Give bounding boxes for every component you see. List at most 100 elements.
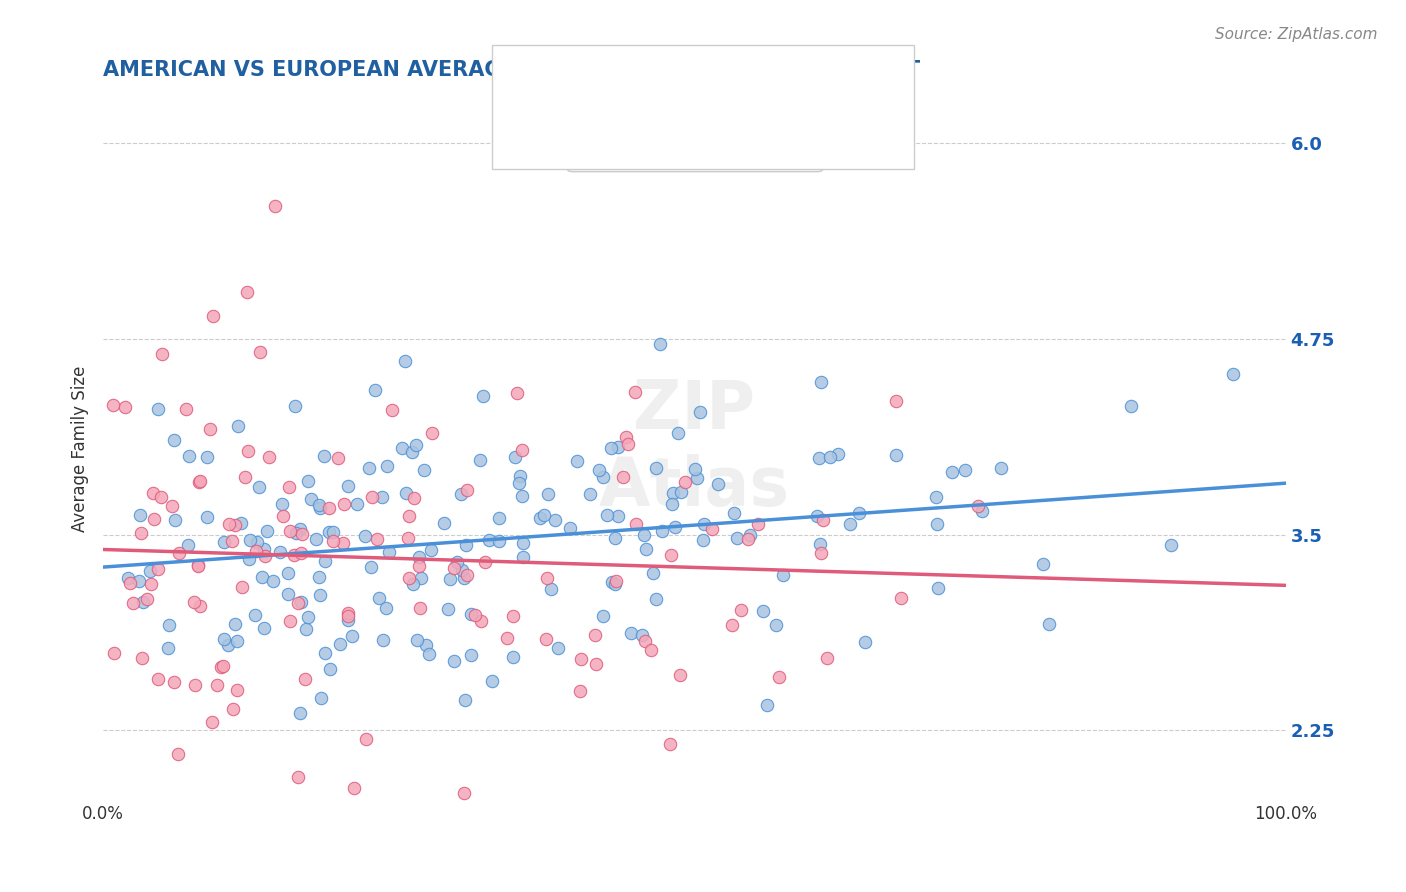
Europeans	[183, 678, 205, 692]
Europeans	[583, 628, 606, 642]
Americans	[413, 462, 436, 476]
Americans	[1160, 538, 1182, 552]
Americans	[606, 509, 628, 524]
Americans	[454, 693, 477, 707]
Americans	[319, 662, 342, 676]
Europeans	[453, 786, 475, 800]
Europeans	[136, 591, 159, 606]
Europeans	[271, 509, 294, 524]
Europeans	[737, 532, 759, 546]
Europeans	[167, 545, 190, 559]
Europeans	[236, 444, 259, 458]
Europeans	[101, 398, 124, 412]
Europeans	[398, 508, 420, 523]
Europeans	[768, 670, 790, 684]
Americans	[810, 375, 832, 389]
Americans	[884, 448, 907, 462]
Americans	[308, 588, 330, 602]
Europeans	[721, 618, 744, 632]
Americans	[443, 654, 465, 668]
Americans	[503, 450, 526, 465]
Americans	[128, 508, 150, 523]
Americans	[941, 465, 963, 479]
Americans	[454, 538, 477, 552]
Americans	[239, 533, 262, 548]
Americans	[308, 498, 330, 512]
Europeans	[263, 199, 285, 213]
Europeans	[318, 501, 340, 516]
Americans	[437, 602, 460, 616]
Americans	[299, 491, 322, 506]
Europeans	[209, 659, 232, 673]
Americans	[1038, 617, 1060, 632]
Americans	[418, 647, 440, 661]
Americans	[446, 555, 468, 569]
Americans	[297, 609, 319, 624]
Europeans	[322, 534, 344, 549]
Americans	[692, 517, 714, 532]
Europeans	[290, 546, 312, 560]
Europeans	[283, 548, 305, 562]
Americans	[336, 479, 359, 493]
Americans	[669, 485, 692, 500]
Europeans	[103, 646, 125, 660]
Americans	[636, 542, 658, 557]
Americans	[360, 560, 382, 574]
Americans	[645, 461, 668, 475]
Americans	[510, 489, 533, 503]
Europeans	[634, 633, 657, 648]
Europeans	[294, 672, 316, 686]
Europeans	[231, 581, 253, 595]
Europeans	[343, 781, 366, 796]
Europeans	[659, 548, 682, 562]
Y-axis label: Average Family Size: Average Family Size	[72, 366, 89, 532]
Europeans	[408, 558, 430, 573]
Americans	[596, 508, 619, 523]
Americans	[195, 510, 218, 524]
Americans	[970, 504, 993, 518]
Americans	[488, 511, 510, 525]
Americans	[357, 460, 380, 475]
Americans	[224, 617, 246, 632]
Americans	[297, 474, 319, 488]
Legend:   R = 0.046   N = 177,   R = 0.000   N = 117: R = 0.046 N = 177, R = 0.000 N = 117	[567, 98, 821, 171]
Americans	[288, 522, 311, 536]
Europeans	[624, 385, 647, 400]
Americans	[285, 525, 308, 540]
Europeans	[253, 549, 276, 563]
Americans	[295, 622, 318, 636]
Europeans	[360, 490, 382, 504]
Americans	[740, 528, 762, 542]
Americans	[253, 621, 276, 635]
Europeans	[224, 518, 246, 533]
Americans	[157, 618, 180, 632]
Text: Source: ZipAtlas.com: Source: ZipAtlas.com	[1215, 27, 1378, 42]
Americans	[405, 438, 427, 452]
Europeans	[114, 401, 136, 415]
Americans	[378, 545, 401, 559]
Europeans	[506, 386, 529, 401]
Americans	[406, 633, 429, 648]
Americans	[478, 533, 501, 547]
Americans	[599, 441, 621, 455]
Americans	[662, 485, 685, 500]
Europeans	[328, 451, 350, 466]
Americans	[645, 592, 668, 607]
Europeans	[605, 574, 627, 588]
Americans	[249, 480, 271, 494]
Americans	[692, 533, 714, 548]
Europeans	[205, 678, 228, 692]
Americans	[533, 508, 555, 522]
Americans	[460, 607, 482, 621]
Americans	[450, 487, 472, 501]
Americans	[567, 454, 589, 468]
Americans	[512, 549, 534, 564]
Americans	[820, 450, 842, 464]
Europeans	[366, 532, 388, 546]
Americans	[309, 691, 332, 706]
Europeans	[456, 568, 478, 582]
Europeans	[420, 425, 443, 440]
Americans	[117, 572, 139, 586]
Americans	[229, 516, 252, 531]
Americans	[128, 574, 150, 589]
